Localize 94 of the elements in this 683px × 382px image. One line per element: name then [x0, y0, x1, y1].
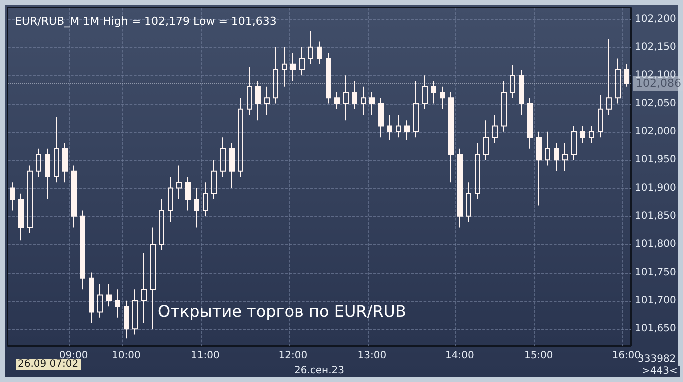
candlestick	[589, 126, 594, 144]
y-tick-label: 102,200	[635, 14, 676, 25]
candlestick	[54, 116, 59, 184]
candlestick	[290, 52, 296, 82]
y-tick-label: 102,000	[635, 126, 676, 138]
candlestick	[404, 120, 410, 141]
candlestick	[501, 80, 507, 132]
candlestick	[299, 46, 305, 76]
candlestick	[194, 188, 199, 228]
candlestick	[615, 58, 621, 104]
candlestick	[536, 131, 542, 206]
x-tick-label: 13:00	[358, 350, 387, 362]
x-tick-label: 11:00	[191, 350, 220, 362]
candlestick	[185, 176, 191, 212]
candlestick	[10, 182, 15, 212]
candlestick	[422, 75, 428, 110]
candlestick	[598, 94, 603, 138]
candlestick	[264, 86, 270, 116]
x-tick-label: 12:00	[278, 350, 308, 362]
candlestick	[220, 137, 226, 178]
candlestick	[45, 148, 50, 200]
candlestick	[115, 289, 120, 318]
candlestick	[343, 75, 349, 122]
x-tick-label: 10:00	[112, 350, 141, 362]
candlestick	[168, 176, 173, 223]
candlestick	[606, 39, 612, 116]
candlestick	[457, 148, 463, 228]
y-tick-label: 101,800	[635, 239, 676, 250]
candlestick	[519, 69, 524, 116]
candlestick	[448, 92, 454, 184]
candlestick	[571, 126, 577, 161]
candlestick	[141, 252, 147, 324]
candlestick	[396, 114, 401, 138]
candlestick	[36, 148, 41, 178]
candlestick	[554, 142, 559, 172]
candlestick	[282, 46, 287, 88]
candlestick	[387, 114, 392, 141]
y-tick-label: 101,700	[635, 295, 676, 306]
text: EUR/RUB_M 1M High = 102,179 Low = 101,633	[15, 15, 277, 28]
candlestick	[580, 126, 585, 144]
candlestick	[273, 46, 278, 104]
candlestick	[150, 227, 156, 330]
candlestick	[440, 86, 445, 110]
candlestick	[317, 41, 322, 65]
y-tick-label: 101,900	[635, 182, 676, 194]
candlestick	[483, 120, 489, 161]
candlestick	[545, 131, 550, 166]
candlestick	[255, 80, 261, 122]
candlestick	[106, 284, 112, 308]
candlestick	[527, 98, 533, 150]
candlestick	[378, 98, 384, 138]
y-tick-label: 101,950	[635, 154, 676, 166]
candlestick	[624, 64, 629, 88]
candlestick	[27, 165, 33, 234]
candlestick	[562, 142, 568, 172]
candlestick	[510, 64, 515, 99]
candlestick	[369, 92, 375, 116]
candlestick	[176, 165, 182, 200]
candlestick	[229, 142, 235, 189]
candlestick	[492, 114, 498, 144]
x-tick-label: 15:00	[524, 350, 554, 362]
y-tick-label: 102,150	[635, 42, 676, 53]
x-axis-title: 26.сен.23	[294, 366, 344, 376]
candlestick	[238, 98, 243, 178]
text: 333982	[638, 354, 676, 365]
candlestick	[62, 142, 68, 184]
candlestick	[89, 272, 94, 324]
y-tick-label: 101,650	[635, 324, 676, 335]
candlestick	[97, 284, 103, 318]
candlestick	[361, 86, 366, 116]
candlestick	[18, 193, 24, 242]
candlestick	[80, 210, 85, 290]
x-tick-label: 14:00	[445, 350, 474, 362]
candlestick	[132, 289, 138, 336]
candlestick	[71, 165, 77, 228]
y-tick-label: 101,850	[635, 210, 676, 222]
candlestick	[413, 80, 419, 138]
y-tick-label: 102,050	[635, 98, 676, 110]
candlestick	[475, 142, 480, 200]
text: >443<	[640, 366, 680, 377]
candlestick	[334, 92, 340, 110]
candlestick	[211, 160, 217, 200]
candlestick	[247, 66, 252, 116]
candlestick	[352, 80, 357, 110]
candlestick	[466, 182, 471, 223]
candlestick	[326, 52, 331, 104]
y-tick-label: 101,750	[635, 267, 676, 278]
annotation: Открытие торгов по EUR/RUB	[158, 302, 406, 321]
candlestick	[203, 182, 208, 217]
candlestick	[159, 199, 164, 251]
candlestick	[124, 300, 129, 340]
candlestick	[431, 80, 436, 104]
text: 26.09 07:02	[16, 359, 81, 370]
candlestick	[308, 30, 313, 65]
